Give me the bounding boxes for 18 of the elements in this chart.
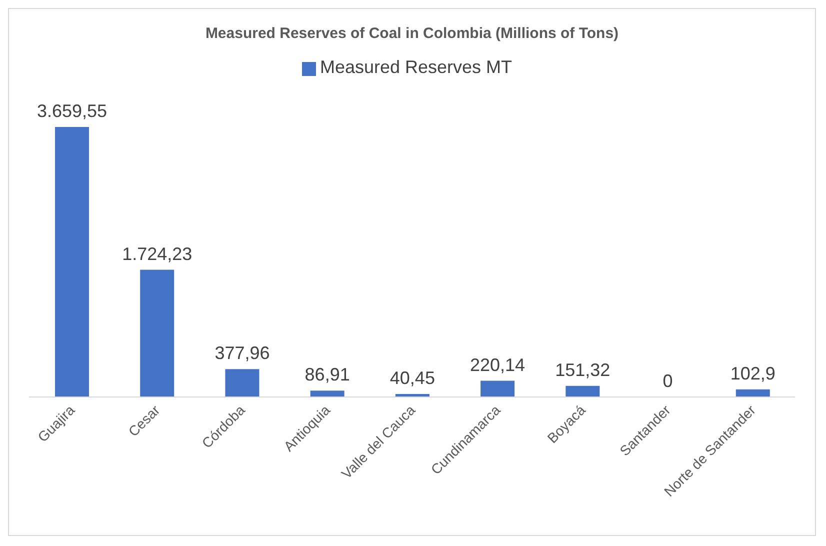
data-label: 1.724,23 xyxy=(122,244,192,264)
data-label: 151,32 xyxy=(555,360,610,380)
bar xyxy=(566,386,600,397)
data-label: 40,45 xyxy=(390,368,435,388)
data-label: 0 xyxy=(662,370,673,391)
data-label: 220,14 xyxy=(470,354,526,375)
bar xyxy=(736,389,770,397)
bar xyxy=(55,127,89,397)
bar xyxy=(140,270,174,397)
chart-title: Measured Reserves of Coal in Colombia (Millions of Tons) xyxy=(204,25,620,44)
data-label: 3.659,55 xyxy=(36,101,108,121)
data-label: 377,96 xyxy=(214,343,270,364)
data-label: 86,91 xyxy=(304,364,350,385)
data-label: 102,9 xyxy=(730,363,776,384)
bar xyxy=(225,369,260,397)
bar xyxy=(480,380,515,397)
legend-label: Measured Reserves MT xyxy=(320,57,512,77)
bar xyxy=(310,390,344,397)
